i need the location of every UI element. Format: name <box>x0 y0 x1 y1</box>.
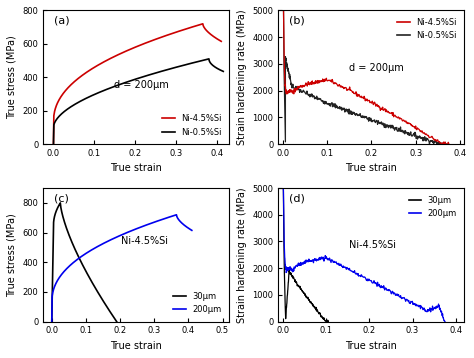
Legend: Ni-4.5%Si, Ni-0.5%Si: Ni-4.5%Si, Ni-0.5%Si <box>159 111 225 140</box>
X-axis label: True strain: True strain <box>110 164 162 173</box>
Text: Ni-4.5%Si: Ni-4.5%Si <box>121 236 168 246</box>
Text: (c): (c) <box>55 193 69 203</box>
Y-axis label: Strain hardening rate (MPa): Strain hardening rate (MPa) <box>237 9 247 145</box>
Y-axis label: Strain hardening rate (MPa): Strain hardening rate (MPa) <box>237 187 247 323</box>
X-axis label: True strain: True strain <box>346 164 397 173</box>
Text: (b): (b) <box>290 16 305 26</box>
Y-axis label: True stress (MPa): True stress (MPa) <box>7 213 17 297</box>
Text: (d): (d) <box>290 193 305 203</box>
Text: d = 200μm: d = 200μm <box>114 80 169 90</box>
Legend: 30μm, 200μm: 30μm, 200μm <box>170 289 225 318</box>
X-axis label: True strain: True strain <box>346 341 397 351</box>
Y-axis label: True stress (MPa): True stress (MPa) <box>7 35 17 119</box>
Text: d = 200μm: d = 200μm <box>349 63 404 73</box>
Text: (a): (a) <box>55 16 70 26</box>
X-axis label: True strain: True strain <box>110 341 162 351</box>
Text: Ni-4.5%Si: Ni-4.5%Si <box>349 240 396 250</box>
Legend: Ni-4.5%Si, Ni-0.5%Si: Ni-4.5%Si, Ni-0.5%Si <box>394 15 460 43</box>
Legend: 30μm, 200μm: 30μm, 200μm <box>405 192 460 221</box>
